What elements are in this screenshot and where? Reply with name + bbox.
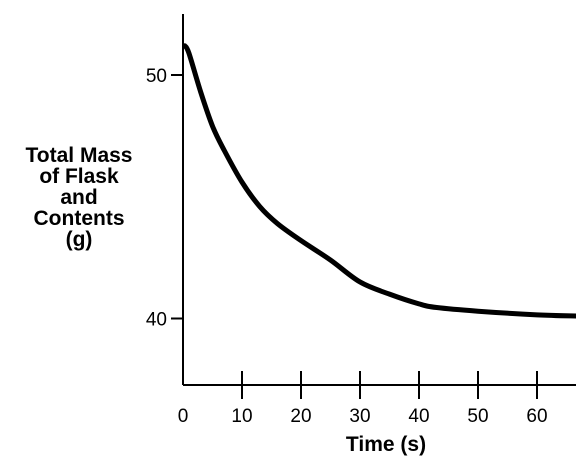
x-axis-title: Time (s) xyxy=(346,433,426,456)
y-axis-title-line: and xyxy=(60,186,97,209)
x-ticks: 0 10 20 30 40 50 60 xyxy=(178,371,548,427)
series-line-mass xyxy=(182,43,576,319)
x-tick-label: 20 xyxy=(290,406,311,427)
y-axis-title-line: Contents xyxy=(34,207,125,230)
y-axis-title-line: of Flask xyxy=(39,165,119,188)
x-tick-label: 30 xyxy=(349,406,370,427)
y-ticks: 40 50 xyxy=(146,66,183,331)
x-tick-label: 50 xyxy=(467,406,488,427)
y-axis-title-line: Total Mass xyxy=(26,144,133,167)
x-tick-label: 60 xyxy=(526,406,547,427)
x-tick-label: 40 xyxy=(408,406,429,427)
x-tick-label: 0 xyxy=(178,406,189,427)
y-axis-title-line: (g) xyxy=(66,228,93,251)
x-tick-label: 10 xyxy=(231,406,252,427)
y-tick-label: 50 xyxy=(146,66,167,87)
y-tick-label: 40 xyxy=(146,310,167,331)
